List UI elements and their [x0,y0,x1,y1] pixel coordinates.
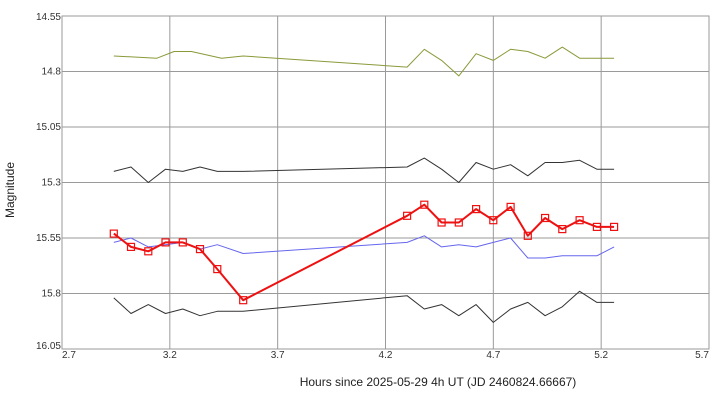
data-point-marker [437,218,446,227]
x-tick-label: 3.2 [163,350,177,361]
data-point-marker [523,231,532,240]
data-point-marker [575,216,584,225]
data-point-marker [540,213,550,223]
series-line-2 [113,157,615,183]
data-point-marker [126,242,136,251]
x-tick-label: 4.7 [486,350,500,361]
series-line-3 [113,235,615,259]
y-axis-title: Magnitude [3,162,17,218]
data-point-marker [161,238,170,247]
y-tick-label: 14.55 [36,12,61,23]
y-tick-label: 14.8 [42,67,62,78]
data-point-marker [558,225,567,234]
data-series [109,46,619,323]
data-point-marker [144,247,153,256]
x-axis-title: Hours since 2025-05-29 4h UT (JD 2460824… [300,375,577,389]
data-point-marker [472,205,481,214]
x-tick-label: 3.7 [271,350,285,361]
y-tick-label: 15.3 [42,178,62,189]
x-tick-label: 5.2 [594,350,608,361]
data-point-marker [195,245,205,254]
series-line-4 [113,203,615,302]
x-tick-label: 4.2 [379,350,393,361]
data-point-marker [239,296,248,305]
data-point-marker [213,265,222,274]
data-point-marker [420,200,429,209]
data-point-marker [178,238,187,247]
data-point-marker [109,229,118,238]
data-point-marker [609,222,619,231]
y-tick-label: 16.05 [36,341,61,352]
series-line-5 [113,290,615,323]
y-tick-label: 15.8 [42,289,62,300]
y-tick-label: 15.55 [36,233,61,244]
data-point-marker [489,216,498,225]
series-line-1 [113,46,615,77]
tick-labels: 2.7 3.2 3.7 4.2 4.7 5.2 5.7 14.55 14.8 15.05 15.3 1… [36,12,709,361]
data-point-marker [506,202,515,211]
data-point-marker [592,222,602,231]
x-tick-label: 2.7 [62,350,76,361]
plot-frame [61,15,710,350]
data-point-marker [454,218,463,227]
data-point-marker [403,211,412,220]
grid-lines [62,16,709,349]
y-tick-label: 15.05 [36,122,61,133]
x-tick-label: 5.7 [695,350,709,361]
